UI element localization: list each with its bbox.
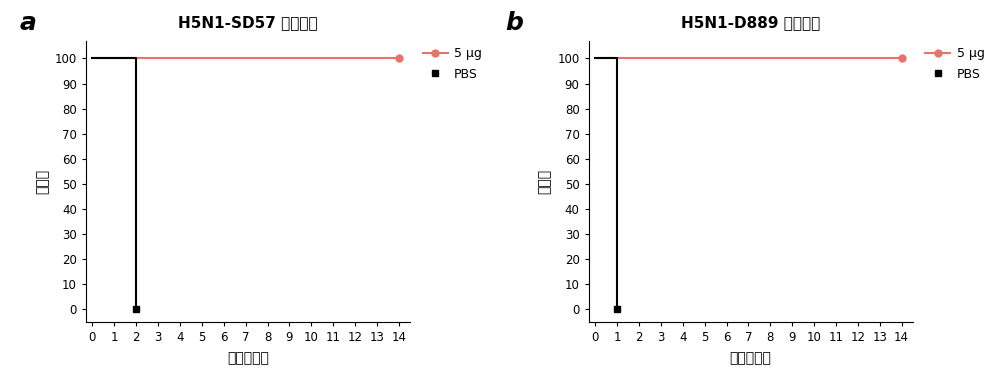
Y-axis label: 存活率: 存活率 — [35, 169, 49, 194]
Text: b: b — [505, 11, 523, 35]
Title: H5N1-SD57 病毒攻毒: H5N1-SD57 病毒攻毒 — [178, 15, 318, 30]
X-axis label: 攻毒后天数: 攻毒后天数 — [730, 351, 772, 365]
X-axis label: 攻毒后天数: 攻毒后天数 — [227, 351, 269, 365]
Legend: 5 μg, PBS: 5 μg, PBS — [423, 47, 482, 81]
Text: a: a — [20, 11, 37, 35]
Title: H5N1-D889 病毒攻毒: H5N1-D889 病毒攻毒 — [681, 15, 820, 30]
Legend: 5 μg, PBS: 5 μg, PBS — [925, 47, 984, 81]
Y-axis label: 存活率: 存活率 — [538, 169, 552, 194]
